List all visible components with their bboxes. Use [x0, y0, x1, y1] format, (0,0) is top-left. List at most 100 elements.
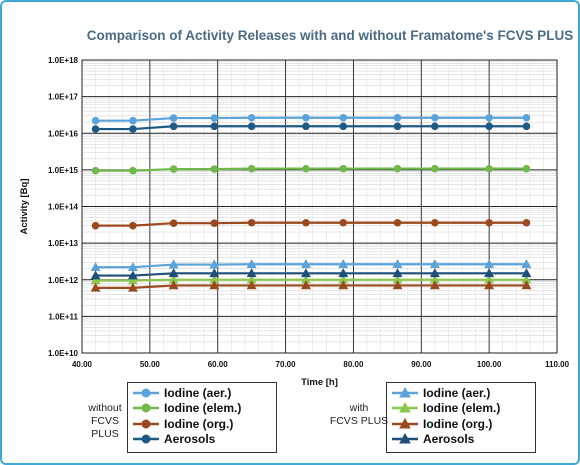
data-point: [522, 113, 531, 122]
data-point: [484, 280, 495, 290]
legend-label: Iodine (elem.): [423, 401, 501, 416]
legend-entry: Aerosols: [391, 432, 531, 448]
data-point: [302, 122, 310, 131]
caption-line: without: [88, 402, 122, 414]
data-point: [485, 113, 493, 122]
data-point: [127, 270, 138, 280]
data-point: [129, 116, 137, 125]
data-point: [247, 218, 256, 227]
data-point: [339, 164, 348, 173]
data-point: [90, 270, 101, 280]
y-tick-label: 1.0E+16: [48, 129, 79, 138]
legend-label: Aerosols: [423, 432, 475, 447]
series-layer: [90, 113, 532, 292]
legend-entry: Iodine (aer.): [132, 385, 272, 401]
data-point: [91, 116, 100, 125]
data-point: [169, 114, 178, 122]
legend-swatch-marker: [399, 433, 411, 444]
legend-swatch: [133, 419, 159, 429]
data-point: [484, 259, 495, 269]
data-point: [210, 122, 219, 131]
caption-line: with: [349, 402, 369, 414]
x-tick-label: 110.00: [545, 360, 570, 369]
data-point: [392, 268, 403, 278]
legend-label: Iodine (org.): [423, 416, 493, 431]
data-point: [393, 113, 402, 122]
legend-swatch-marker: [141, 434, 151, 444]
data-point: [485, 122, 493, 131]
data-point: [209, 280, 220, 290]
data-point: [127, 282, 138, 292]
x-tick-label: 40.00: [72, 360, 93, 369]
caption-line: FCVS PLUS: [329, 415, 389, 427]
data-point: [429, 268, 440, 278]
y-tick-labels: 1.0E+10 1.0E+11 1.0E+12 1.0E+13 1.0E+14 1.0E+…: [48, 56, 79, 358]
series-without-0: [91, 113, 531, 125]
data-point: [91, 166, 100, 175]
series-with-7: [90, 268, 532, 280]
data-point: [393, 218, 402, 227]
x-tick-label: 50.00: [140, 360, 161, 369]
data-point: [302, 164, 310, 173]
data-point: [429, 259, 440, 269]
legend-swatch-marker: [399, 402, 411, 413]
data-point: [300, 280, 311, 290]
data-point: [210, 114, 219, 122]
data-point: [392, 259, 403, 269]
legend-entry: Iodine (elem.): [391, 401, 531, 417]
y-tick-label: 1.0E+11: [48, 312, 78, 321]
series-without-1: [91, 164, 531, 175]
legend-entry: Iodine (org.): [391, 416, 531, 432]
data-point: [521, 259, 532, 269]
data-point: [247, 113, 256, 122]
data-point: [431, 113, 439, 122]
data-point: [169, 219, 178, 227]
data-point: [246, 268, 257, 278]
data-point: [300, 259, 311, 269]
data-point: [339, 218, 348, 227]
data-point: [522, 218, 531, 227]
legend-with-fcvs: Iodine (aer.) Iodine (elem.) Iodine (org.)…: [386, 382, 536, 453]
legend-entry: Iodine (elem.): [132, 401, 272, 417]
data-point: [339, 122, 348, 131]
chart-title: Comparison of Activity Releases with and…: [87, 28, 574, 43]
x-tick-label: 80.00: [343, 360, 364, 369]
data-point: [209, 268, 220, 278]
data-point: [521, 268, 532, 278]
series-with-4: [90, 259, 532, 272]
data-point: [209, 259, 220, 269]
series-without-2: [91, 218, 531, 230]
y-tick-label: 1.0E+15: [48, 166, 79, 175]
data-point: [169, 165, 178, 173]
series-with-5: [90, 274, 532, 285]
y-tick-label: 1.0E+14: [48, 203, 79, 212]
legend-swatch: [133, 403, 159, 413]
data-point: [521, 280, 532, 290]
legend-swatch-marker: [399, 417, 411, 429]
legend-swatch-marker: [399, 386, 411, 398]
data-point: [168, 280, 179, 290]
legend-swatch: [392, 402, 418, 413]
x-axis-label: Time [h]: [301, 377, 338, 388]
data-point: [300, 268, 311, 278]
legend-swatch: [392, 417, 418, 429]
y-tick-label: 1.0E+10: [48, 349, 79, 358]
data-point: [393, 122, 402, 131]
y-axis-label: Activity [Bq]: [19, 179, 30, 235]
data-point: [431, 218, 439, 227]
data-point: [168, 268, 179, 278]
legend-entry: Iodine (aer.): [391, 385, 531, 401]
legend-caption-without: without FCVS PLUS: [76, 402, 134, 441]
legend-without-fcvs: Iodine (aer.) Iodine (elem.) Iodine (org.)…: [127, 382, 277, 453]
series-with-6: [90, 280, 532, 292]
data-point: [522, 164, 531, 173]
legend-swatch: [392, 433, 418, 444]
data-point: [246, 259, 257, 269]
x-tick-labels: 40.00 50.00 60.00 70.00 80.00 90.00 100.00 110.…: [72, 360, 570, 369]
data-point: [392, 280, 403, 290]
data-point: [90, 282, 101, 292]
data-point: [210, 165, 219, 173]
data-point: [302, 218, 310, 227]
data-point: [338, 259, 349, 269]
legend-caption-with: with FCVS PLUS: [328, 402, 390, 428]
